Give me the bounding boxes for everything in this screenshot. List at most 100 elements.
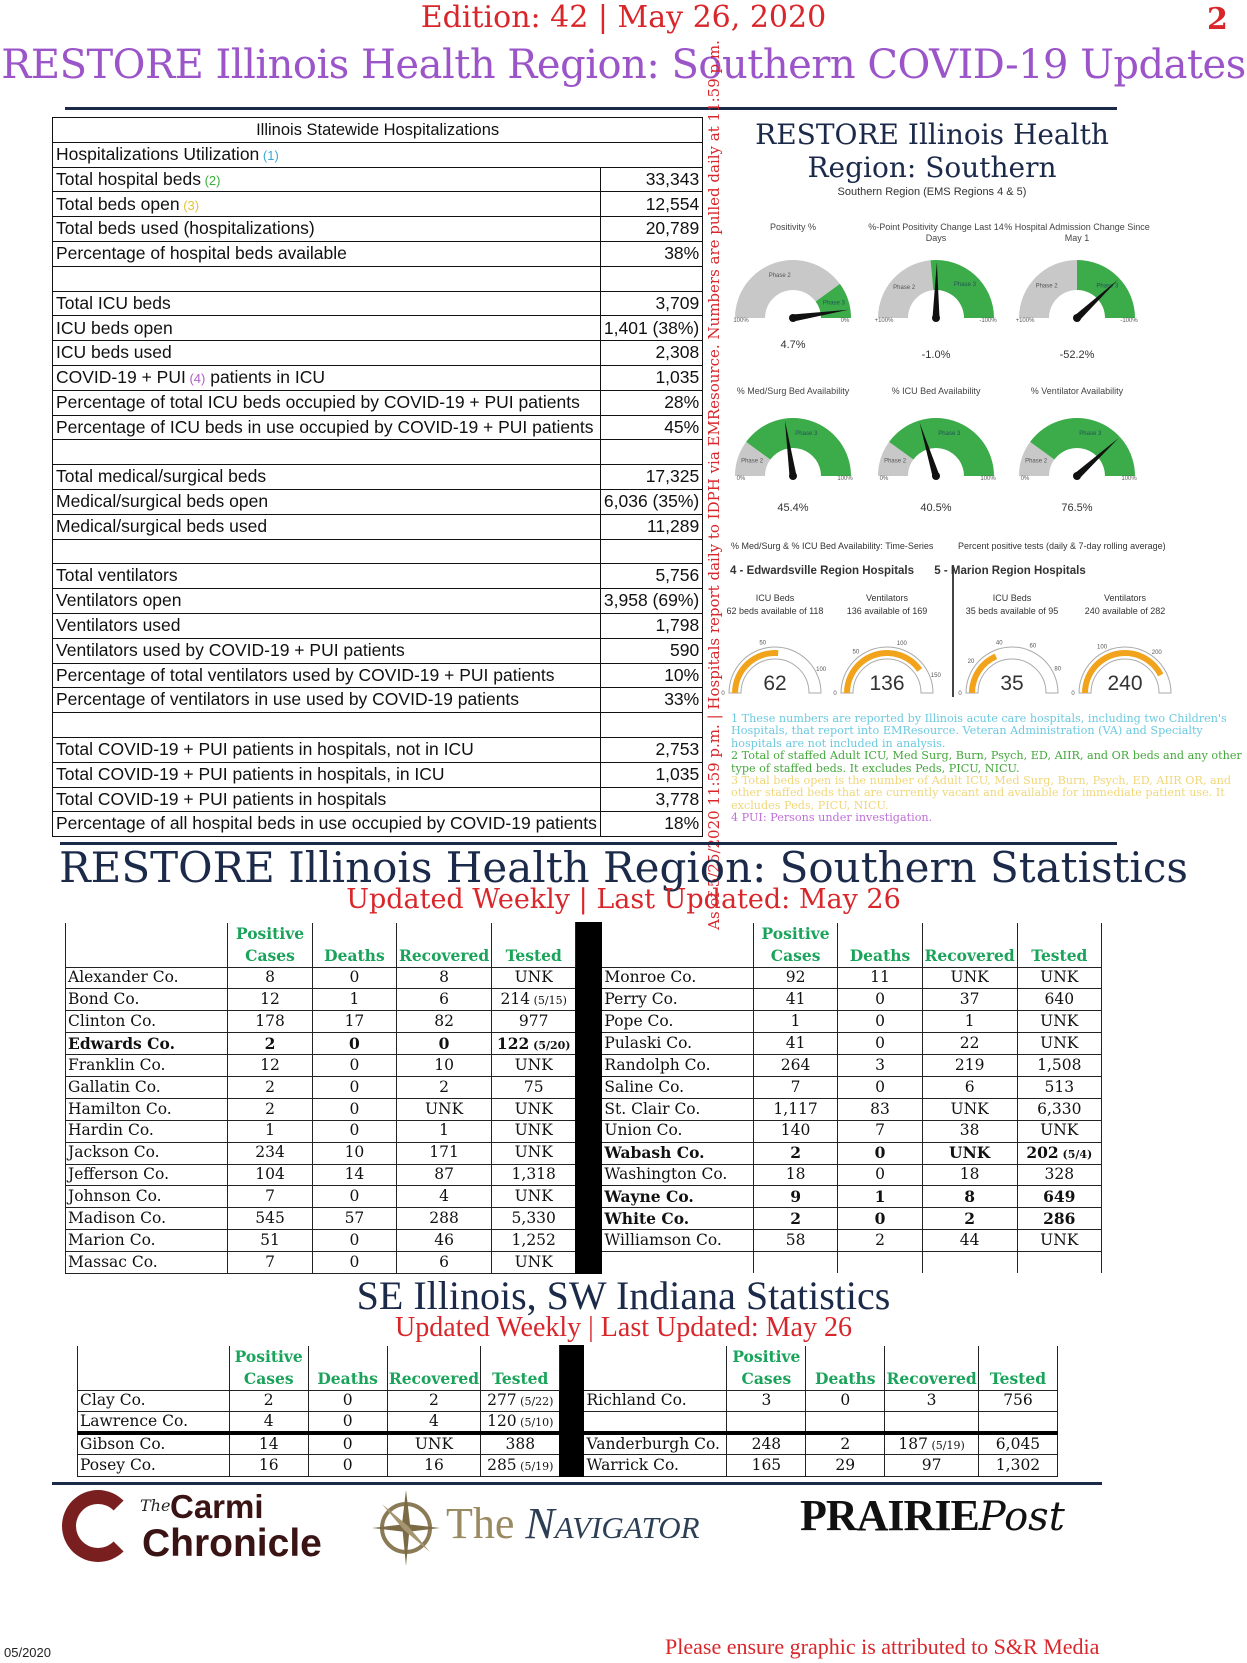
gauge-title: ICU Beds	[992, 593, 1032, 603]
row-label: Percentage of ventilators in use used by…	[52, 687, 601, 714]
table-row: Posey Co. 16 0 16 285 (5/19) Warrick Co. 165 29…	[77, 1454, 1059, 1477]
table-row: Total ventilators 5,756	[52, 563, 704, 590]
positive-cases: 12	[227, 988, 313, 1012]
tested: 6,045	[977, 1431, 1059, 1455]
positive-cases: 264	[752, 1054, 839, 1077]
county-name: Monroe Co.	[601, 966, 754, 990]
deaths: 0	[307, 1431, 388, 1455]
row-label: Total beds used (hospitalizations)	[52, 216, 601, 242]
positive-cases: 9	[752, 1185, 839, 1209]
logo-text: Carmi	[170, 1488, 264, 1525]
recovered: 97	[884, 1454, 979, 1477]
phase2-label: Phase 2	[893, 285, 916, 291]
region-panel-title: RESTORE Illinois Health Region: Southern	[755, 118, 1109, 184]
timeseries-link[interactable]: % Med/Surg & % ICU Bed Availability: Tim…	[731, 541, 934, 551]
label-text: Total medical/surgical beds	[56, 466, 267, 487]
deaths: 0	[311, 1075, 398, 1099]
needle-pivot	[789, 314, 797, 322]
gauge-tick: 200	[1152, 650, 1163, 656]
row-label: Total COVID-19 + PUI patients in hospita…	[52, 736, 601, 763]
table-row: Hospitalizations Utilization (1)	[51, 141, 704, 168]
row-value: 12,554	[599, 191, 704, 218]
footnote-ref: (3)	[179, 197, 200, 213]
table-row: Percentage of ventilators in use used by…	[52, 687, 704, 714]
row-label: Total ICU beds	[52, 290, 601, 317]
gauge-max-label: 0%	[841, 318, 850, 324]
gauge-value: 62	[763, 672, 786, 695]
deaths	[805, 1411, 886, 1434]
se-stats-title: SE Illinois, SW Indiana Statistics	[356, 1273, 891, 1318]
gauge-subtitle: 136 available of 169	[846, 606, 928, 616]
gauge-min-label: +100%	[1016, 318, 1036, 324]
logo-text: Chronicle	[142, 1522, 322, 1565]
row-value: 6,036 (35%)	[599, 488, 704, 515]
recovered: 1	[921, 1010, 1018, 1034]
table-row: Ventilators used 1,798	[52, 612, 704, 639]
label-text: Ventilators open	[56, 590, 182, 611]
label-text: Total ventilators	[56, 565, 178, 586]
row-value: 3,709	[599, 290, 704, 317]
label-text: Ventilators used by COVID-19 + PUI patie…	[56, 639, 405, 660]
table-row: Johnson Co. 7 0 4 UNK Wayne Co. 9 1 8 649	[64, 1185, 1103, 1209]
label-text: Total ICU beds	[56, 292, 171, 313]
recovered: 4	[396, 1185, 493, 1209]
table-row	[52, 538, 704, 565]
county-name: Vanderburgh Co.	[583, 1431, 728, 1455]
gauge-title: % Med/Surg Bed Availability	[736, 386, 850, 396]
row-label: Percentage of total ventilators used by …	[52, 662, 601, 689]
phase3-label: Phase 3	[954, 282, 977, 288]
recovered: 187 (5/19)	[884, 1431, 979, 1455]
recovered: 10	[396, 1054, 493, 1077]
divider	[52, 1482, 1102, 1485]
label-text: Total COVID-19 + PUI patients in hospita…	[56, 788, 387, 809]
column-header: Recovered	[396, 922, 493, 967]
label-text: Total COVID-19 + PUI patients in hospita…	[56, 763, 445, 784]
row-label: Total COVID-19 + PUI patients in hospita…	[52, 761, 601, 788]
deaths: 0	[837, 1163, 923, 1187]
deaths: 0	[307, 1389, 388, 1412]
deaths: 14	[311, 1163, 398, 1187]
row-value: 33,343	[599, 166, 704, 193]
carmi-chronicle-logo: The Carmi Chronicle	[62, 1488, 342, 1565]
phase3-arc	[889, 417, 994, 476]
gauge-max-label: 100%	[837, 476, 853, 482]
recovered: 18	[921, 1163, 1018, 1187]
column-header: Deaths	[311, 922, 398, 967]
deaths: 2	[805, 1431, 886, 1455]
needle-pivot	[1073, 314, 1081, 322]
row-label: Total medical/surgical beds	[52, 464, 601, 490]
tested: UNK	[491, 1141, 577, 1165]
row-label: Total ventilators	[52, 563, 601, 590]
label-text: ICU beds used	[56, 342, 172, 363]
tested	[1016, 1251, 1103, 1274]
county-name: Hardin Co.	[64, 1119, 229, 1143]
positive-cases: 18	[752, 1163, 839, 1187]
tested: 1,508	[1016, 1054, 1103, 1077]
county-name: Wabash Co.	[601, 1141, 754, 1165]
label-text: Total beds used (hospitalizations)	[56, 218, 315, 239]
column-header: Deaths	[307, 1345, 388, 1390]
label-text: Total hospital beds	[56, 168, 201, 189]
logo-text: Navigator	[525, 1499, 700, 1548]
deaths: 0	[311, 1251, 398, 1274]
county-name: Franklin Co.	[64, 1054, 229, 1077]
phase2-label: Phase 2	[1036, 284, 1059, 290]
gauge-title: %-Point Positivity Change Last 14 Days	[868, 222, 1004, 243]
row-value: 33%	[599, 687, 704, 714]
header-row: Positive Cases Deaths Recovered Tested Posit…	[64, 922, 1103, 1274]
positivity-link[interactable]: Percent positive tests (daily & 7-day ro…	[958, 541, 1166, 551]
footnote: 1 These numbers are reported by Illinois…	[731, 712, 1227, 750]
positive-cases: 140	[752, 1119, 839, 1143]
southern-stats-table: Positive Cases Deaths Recovered Tested Posit…	[64, 922, 1103, 1274]
hospital-gauge-title: Ventilators 240 available of 282	[1060, 592, 1190, 618]
gauge-tick: 0	[833, 691, 837, 697]
gauge-fill	[1082, 649, 1164, 693]
row-label: Ventilators open	[52, 588, 601, 614]
table-row	[52, 712, 704, 738]
column-header: Recovered	[884, 1345, 979, 1390]
label-text: Percentage of total ICU beds occupied by…	[56, 391, 580, 412]
column-header: Positive Cases	[227, 922, 313, 967]
table-row: Massac Co. 7 0 6 UNK	[64, 1251, 1103, 1274]
row-label	[52, 538, 601, 565]
deaths	[837, 1251, 923, 1274]
